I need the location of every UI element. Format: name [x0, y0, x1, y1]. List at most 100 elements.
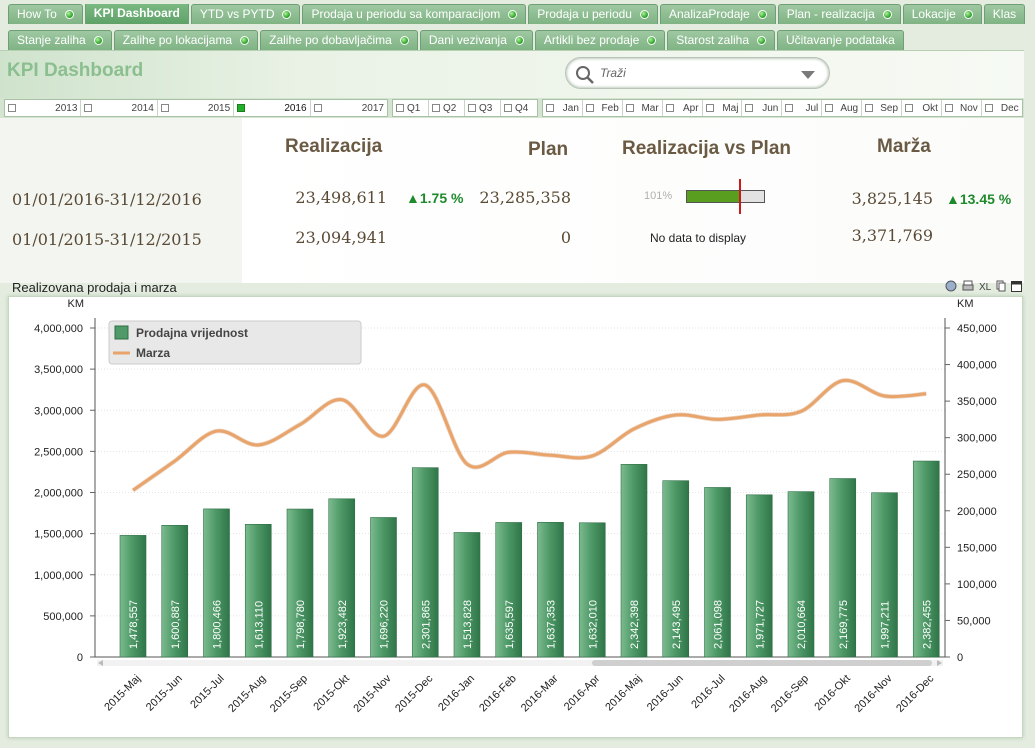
listbox-item-label: Nov — [960, 102, 978, 114]
tab-label: Starost zaliha — [676, 33, 749, 47]
search-placeholder: Traži — [600, 66, 626, 80]
checkbox-icon[interactable] — [84, 104, 93, 112]
listbox-item-label: Jun — [762, 102, 779, 114]
listbox-item-label: Feb — [601, 102, 619, 114]
checkbox-icon[interactable] — [984, 104, 993, 112]
checkbox-icon[interactable] — [585, 104, 594, 112]
tab-ytd-vs-pytd[interactable]: YTD vs PYTD — [190, 4, 301, 24]
status-led-icon — [399, 36, 409, 45]
header-band — [0, 50, 1024, 98]
sheet-tabs-row-1: How To KPI Dashboard YTD vs PYTD Prodaja u … — [8, 4, 1035, 24]
checkbox-icon[interactable] — [665, 104, 674, 112]
listbox-item[interactable]: 2017 — [311, 100, 387, 116]
status-led-icon — [647, 36, 657, 45]
tab-kpi-dashboard[interactable]: KPI Dashboard — [84, 4, 189, 24]
status-led-icon — [963, 10, 973, 19]
checkbox-icon[interactable] — [944, 104, 953, 112]
tab-zalihe-po-dobavlja-ima[interactable]: Zalihe po dobavljačima — [260, 30, 418, 50]
print-icon[interactable] — [962, 280, 974, 295]
maximize-icon[interactable] — [1011, 280, 1023, 295]
listbox-item[interactable]: Q3 — [465, 100, 501, 116]
tab-stanje-zaliha[interactable]: Stanje zaliha — [8, 30, 112, 50]
tab-prodaja-u-periodu-sa-komparacijom[interactable]: Prodaja u periodu sa komparacijom — [302, 4, 527, 24]
status-led-icon — [64, 10, 74, 19]
listbox-item[interactable]: Jul — [782, 100, 823, 116]
listbox-item[interactable]: Apr — [663, 100, 703, 116]
month-listbox: Jan Feb Mar Apr Maj Jun Jul Aug Sep Okt Nov Dec — [542, 99, 1023, 117]
tab-plan-realizacija[interactable]: Plan - realizacija — [777, 4, 901, 24]
tab-dani-vezivanja[interactable]: Dani vezivanja — [419, 30, 533, 50]
tab-label: Klas — [992, 7, 1017, 21]
page-title: KPI Dashboard — [7, 60, 144, 81]
status-led-icon — [282, 10, 292, 19]
tab-label: Plan - realizacija — [786, 7, 875, 21]
listbox-item[interactable]: Q1 — [393, 100, 429, 116]
listbox-item[interactable]: 2014 — [81, 100, 158, 116]
checkbox-icon[interactable] — [160, 104, 169, 112]
checkbox-icon[interactable] — [468, 104, 476, 112]
tab-zalihe-po-lokacijama[interactable]: Zalihe po lokacijama — [113, 30, 259, 50]
checkbox-icon[interactable] — [313, 104, 322, 112]
checkbox-icon[interactable] — [8, 104, 16, 112]
chevron-down-icon[interactable] — [801, 71, 815, 79]
year-listbox: 2013 2014 2015 2016 2017 — [4, 99, 388, 117]
copy-icon[interactable] — [996, 280, 1006, 295]
listbox-item[interactable]: Nov — [942, 100, 982, 116]
sheet-tabs-row-2: Stanje zaliha Zalihe po lokacijama Zalihe … — [8, 30, 906, 50]
checkbox-icon[interactable] — [865, 104, 874, 112]
listbox-item-label: 2015 — [207, 102, 231, 114]
checkbox-icon[interactable] — [546, 104, 554, 112]
checkbox-icon[interactable] — [785, 104, 794, 112]
checkbox-icon[interactable] — [905, 104, 914, 112]
tab-prodaja-u-periodu[interactable]: Prodaja u periodu — [528, 4, 658, 24]
chart-title: Realizovana prodaja i marza — [12, 280, 177, 295]
listbox-item[interactable]: 2016 — [234, 100, 311, 116]
listbox-item[interactable]: Feb — [583, 100, 623, 116]
tab-label: Zalihe po dobavljačima — [269, 33, 392, 47]
xl-export-button[interactable]: XL — [979, 282, 992, 293]
listbox-item[interactable]: Aug — [822, 100, 863, 116]
search-box[interactable]: Traži — [565, 57, 830, 89]
listbox-item-label: Apr — [683, 102, 699, 114]
listbox-item-label: Jan — [562, 102, 579, 114]
listbox-item[interactable]: 2015 — [158, 100, 235, 116]
listbox-item-label: 2013 — [55, 102, 78, 114]
checkbox-icon[interactable] — [745, 104, 754, 112]
marza-change: ▲13.45 % — [946, 191, 1012, 207]
listbox-item[interactable]: Dec — [982, 100, 1022, 116]
checkbox-icon[interactable] — [825, 104, 834, 112]
listbox-item[interactable]: Okt — [902, 100, 942, 116]
tab-how-to[interactable]: How To — [8, 4, 83, 24]
tab-u-itavanje-podataka[interactable]: Učitavanje podataka — [777, 30, 904, 50]
status-led-icon — [882, 10, 892, 19]
listbox-item[interactable]: Q4 — [501, 100, 537, 116]
listbox-item[interactable]: Jun — [742, 100, 783, 116]
listbox-item[interactable]: Maj — [703, 100, 743, 116]
tab-artikli-bez-prodaje[interactable]: Artikli bez prodaje — [534, 30, 666, 50]
listbox-item[interactable]: Jan — [543, 100, 583, 116]
listbox-item[interactable]: 2013 — [5, 100, 82, 116]
header-plan: Plan — [528, 139, 569, 160]
tab-label: Stanje zaliha — [17, 33, 86, 47]
checkbox-icon[interactable] — [705, 104, 714, 112]
tab-klas[interactable]: Klas — [983, 4, 1026, 24]
listbox-item[interactable]: Sep — [862, 100, 903, 116]
tab-starost-zaliha[interactable]: Starost zaliha — [667, 30, 775, 50]
checkbox-icon[interactable] — [237, 104, 246, 112]
send-to-excel-icon[interactable] — [945, 280, 957, 295]
listbox-item[interactable]: Q2 — [429, 100, 465, 116]
tab-lokacije[interactable]: Lokacije — [902, 4, 982, 24]
checkbox-icon[interactable] — [396, 104, 404, 112]
listbox-item-label: Q4 — [515, 102, 529, 114]
tab-label: Prodaja u periodu sa komparacijom — [311, 7, 501, 21]
listbox-item-label: Mar — [641, 102, 659, 114]
checkbox-icon[interactable] — [432, 104, 440, 112]
no-data-message: No data to display — [650, 231, 747, 245]
gauge-percent: 101% — [644, 190, 673, 202]
listbox-item-label: Q3 — [479, 102, 493, 114]
checkbox-icon[interactable] — [504, 104, 512, 112]
listbox-item[interactable]: Mar — [623, 100, 663, 116]
checkbox-icon[interactable] — [625, 104, 634, 112]
tab-analizaprodaje[interactable]: AnalizaProdaje — [659, 4, 776, 24]
chart-frame — [8, 296, 1023, 738]
